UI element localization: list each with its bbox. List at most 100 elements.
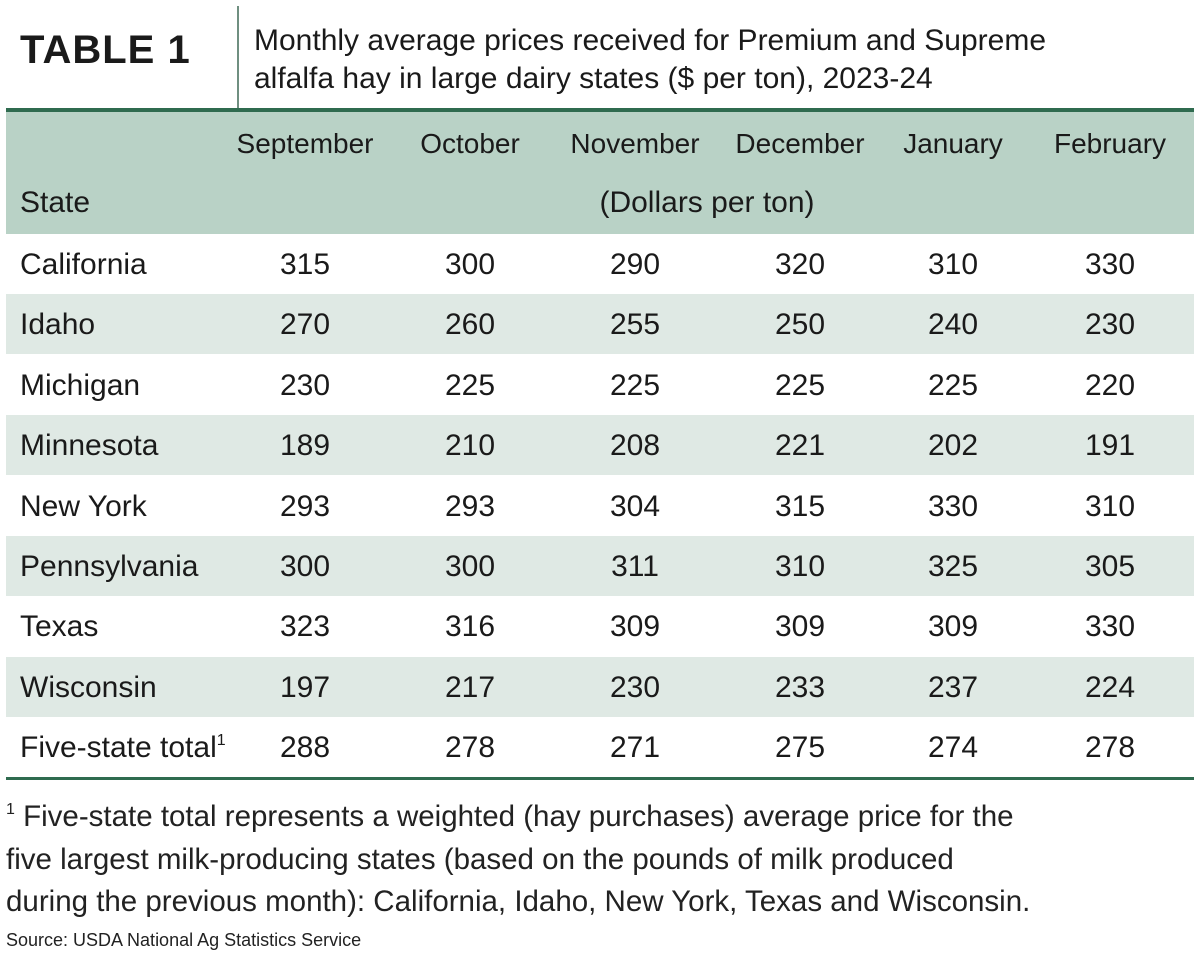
cell-value: 330: [927, 489, 979, 523]
cell-value: 225: [609, 368, 661, 402]
row-label: Michigan: [20, 369, 140, 403]
cell-value: 311: [611, 550, 659, 583]
table-label: TABLE 1: [20, 28, 191, 72]
cell-value: 225: [444, 368, 496, 402]
cell-value: 271: [609, 731, 661, 765]
row-label-text: Texas: [20, 610, 99, 644]
cell-value: 250: [774, 308, 826, 342]
table-title: Monthly average prices received for Prem…: [254, 24, 1047, 57]
cell-value: 278: [1084, 731, 1136, 765]
footnote-line: during the previous month): California, …: [6, 885, 1031, 918]
cell-value: 300: [444, 550, 496, 583]
row-label: Minnesota: [20, 429, 158, 463]
cell-value: 309: [927, 610, 979, 644]
cell-value: 293: [279, 489, 331, 523]
footnote-marker: 1: [6, 801, 15, 818]
row-label-text: California: [20, 248, 147, 281]
row-label-text: Pennsylvania: [20, 550, 199, 583]
cell-value: 237: [927, 670, 979, 704]
rule: [6, 108, 1194, 112]
table-row: Minnesota 189 210 208 221 202 191: [6, 415, 1194, 476]
cell-value: 197: [279, 670, 331, 704]
footnote-line: five largest milk-producing states (base…: [6, 843, 954, 876]
table-row: Michigan 230 225 225 225 225 220: [6, 354, 1194, 415]
rule: [6, 777, 1194, 780]
table-row: Texas 323 316 309 309 309 330: [6, 596, 1194, 657]
table-row: Wisconsin 197 217 230 233 237 224: [6, 656, 1194, 717]
cell-value: 274: [927, 731, 979, 765]
cell-value: 320: [774, 248, 826, 281]
cell-value: 310: [927, 248, 979, 281]
table-row: California 315 300 290 320 310 330: [6, 234, 1194, 294]
row-label-text: Five-state total: [20, 731, 217, 765]
column-header: State: [20, 186, 91, 219]
cell-value: 220: [1084, 368, 1136, 402]
cell-value: 288: [279, 731, 331, 765]
cell-value: 233: [774, 670, 826, 704]
column-header: September: [236, 128, 374, 159]
cell-value: 210: [444, 429, 496, 463]
row-label: Wisconsin: [20, 671, 157, 705]
row-label: Pennsylvania: [20, 550, 198, 584]
table-row: Pennsylvania 300 300 311 310 325 305: [6, 536, 1194, 596]
cell-value: 208: [609, 429, 661, 463]
cell-value: 221: [774, 429, 826, 463]
cell-value: 293: [444, 489, 496, 523]
row-label: Idaho: [20, 308, 95, 342]
table-row: Five-state total1 288 278 271 275 274 278: [6, 717, 1194, 778]
row-label-text: Michigan: [20, 368, 141, 402]
cell-value: 255: [609, 308, 661, 342]
cell-value: 300: [444, 248, 496, 281]
cell-value: 315: [279, 248, 331, 281]
cell-value: 325: [927, 550, 979, 583]
divider: [237, 6, 239, 108]
unit-label: (Dollars per ton): [599, 186, 815, 219]
cell-value: 230: [609, 670, 661, 704]
row-label-text: Wisconsin: [20, 670, 157, 704]
table-title: alfalfa hay in large dairy states ($ per…: [254, 62, 933, 95]
row-label: Texas: [20, 610, 98, 644]
cell-value: 290: [609, 248, 661, 281]
cell-value: 316: [444, 610, 496, 644]
cell-value: 309: [609, 610, 661, 644]
table-header: [6, 112, 1194, 234]
cell-value: 330: [1084, 610, 1136, 644]
table-row: New York 293 293 304 315 330 310: [6, 475, 1194, 536]
cell-value: 191: [1084, 429, 1136, 463]
cell-value: 305: [1084, 550, 1136, 583]
row-label: New York: [20, 490, 147, 524]
cell-value: 315: [774, 489, 826, 523]
row-label: Five-state total1: [20, 731, 226, 765]
cell-value: 240: [927, 308, 979, 342]
cell-value: 230: [1084, 308, 1136, 342]
cell-value: 304: [609, 489, 661, 523]
cell-value: 217: [444, 670, 496, 704]
cell-value: 202: [927, 429, 979, 463]
cell-value: 270: [279, 308, 331, 342]
column-header: November: [570, 128, 700, 159]
cell-value: 310: [774, 550, 826, 583]
footnote-marker: 1: [216, 732, 226, 750]
cell-value: 330: [1084, 248, 1136, 281]
column-header: January: [903, 128, 1003, 159]
column-header: December: [735, 128, 865, 159]
cell-value: 225: [927, 368, 979, 402]
column-header: October: [420, 128, 520, 159]
footnote-text: Five-state total represents a weighted (…: [23, 800, 1014, 833]
table-row: Idaho 270 260 255 250 240 230: [6, 294, 1194, 355]
source: Source: USDA National Ag Statistics Serv…: [6, 930, 362, 950]
row-label-text: Minnesota: [20, 429, 159, 463]
cell-value: 278: [444, 731, 496, 765]
column-header: February: [1053, 128, 1167, 159]
row-label: California: [20, 248, 147, 282]
row-label-text: Idaho: [20, 308, 96, 342]
cell-value: 300: [279, 550, 331, 583]
cell-value: 225: [774, 368, 826, 402]
cell-value: 310: [1084, 489, 1136, 523]
cell-value: 230: [279, 368, 331, 402]
footnote-line: 1 Five-state total represents a weighted…: [6, 800, 1014, 834]
cell-value: 189: [279, 429, 331, 463]
cell-value: 275: [774, 731, 826, 765]
cell-value: 224: [1084, 670, 1136, 704]
row-label-text: New York: [20, 489, 147, 523]
